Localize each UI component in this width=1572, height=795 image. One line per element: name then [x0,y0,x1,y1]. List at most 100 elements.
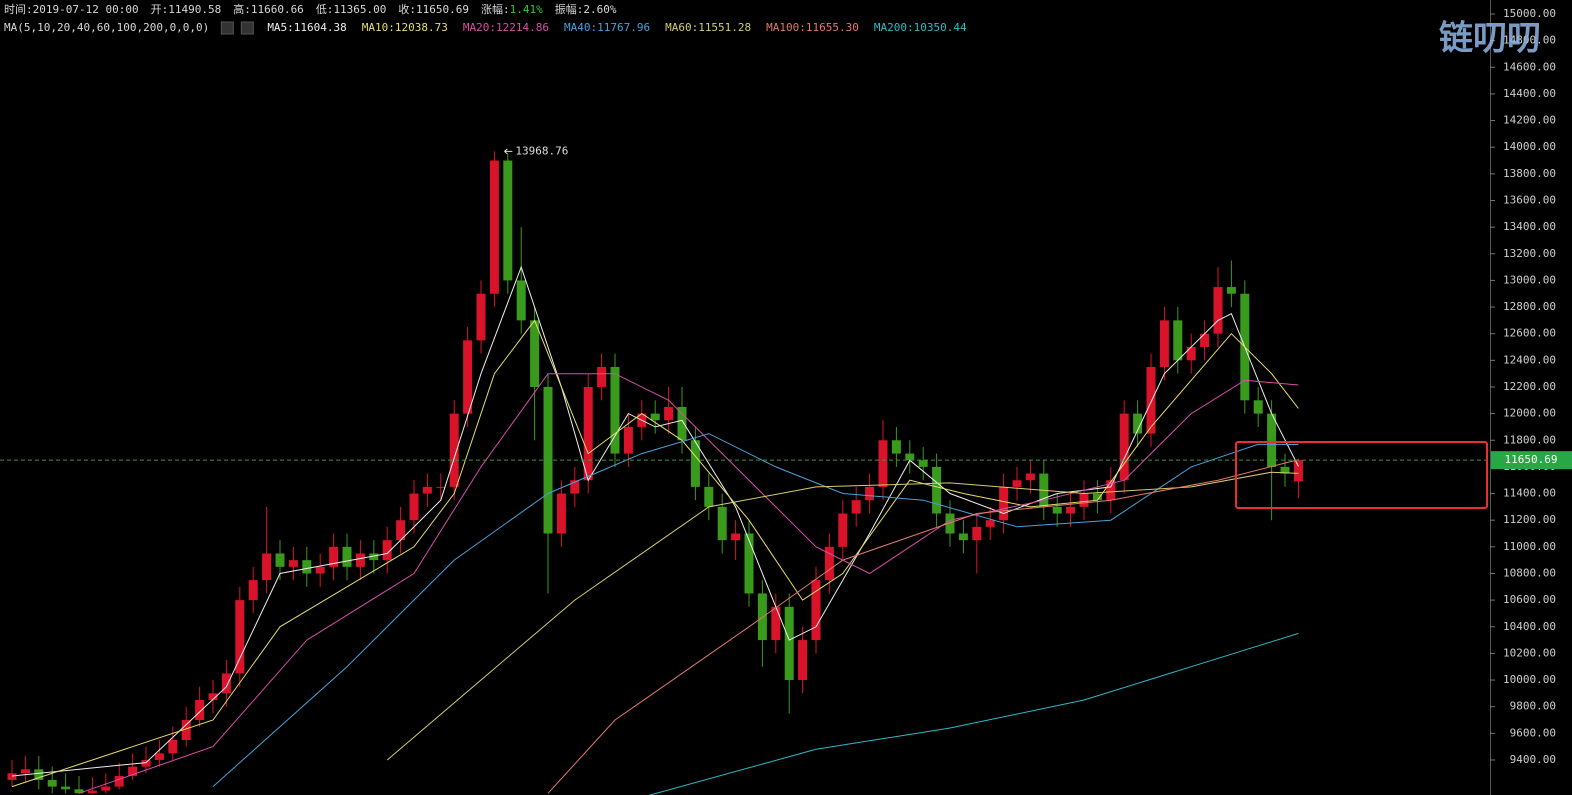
y-tick-label: 14800.00 [1503,34,1556,47]
y-tick-label: 10400.00 [1503,620,1556,633]
indicator-icon[interactable] [220,21,234,35]
candle-body [248,580,258,601]
y-tick-label: 14200.00 [1503,114,1556,127]
candle-body [181,720,191,740]
candle-body [154,753,164,760]
candle-body [221,673,231,694]
highlight-box [1235,441,1488,509]
candle-body [891,440,901,454]
info-label: 收: [398,2,416,16]
candle-body [985,520,995,527]
candle-body [1052,506,1062,514]
info-label: 时间: [4,3,33,16]
legend-entry: MA60:11551.28 [665,21,751,34]
info-value: 1.41% [510,3,543,16]
candle-body [677,406,687,441]
info-label: 高: [233,2,251,16]
candle-body [1200,333,1210,348]
peak-label: 13968.76 [515,144,568,157]
candle-body [1253,400,1263,414]
y-tick-label: 13400.00 [1503,220,1556,233]
legend-entry: MA10:12038.73 [362,21,448,34]
candle-body [610,366,620,454]
info-value: 11490.58 [168,3,221,16]
candle-body [1012,480,1022,487]
y-tick-label: 12800.00 [1503,300,1556,313]
candle-body [690,440,700,487]
y-tick-label: 10200.00 [1503,646,1556,659]
y-tick-label: 12000.00 [1503,407,1556,420]
info-label: 低: [316,3,334,16]
candle-body [208,693,218,701]
candle-body [1106,480,1116,501]
candle-body [20,769,30,774]
legend-entry: MA100:11655.30 [766,21,859,34]
candle-body [396,520,406,541]
candle-body [422,486,432,494]
candle-body [275,553,285,567]
indicator-icon[interactable] [240,21,254,35]
candle-body [47,779,57,787]
legend-entry: MA200:10350.44 [874,21,967,34]
candle-body [1133,413,1143,434]
candle-body [851,500,861,514]
y-tick-label: 11400.00 [1503,487,1556,500]
candle-body [489,160,499,294]
candle-body [141,759,151,767]
y-tick-label: 12600.00 [1503,327,1556,340]
candle-body [355,553,365,567]
candle-body [1293,460,1303,482]
candle-body [731,533,741,541]
y-tick-label: 12400.00 [1503,353,1556,366]
candle-body [878,440,888,487]
candle-body [516,280,526,321]
candle-body [1146,366,1156,434]
legend-entry: MA40:11767.96 [564,21,650,34]
candle-body [583,386,593,481]
ma-line [212,433,1299,787]
y-tick-label: 14400.00 [1503,87,1556,100]
watermark: 链叨叨 [1439,19,1541,59]
candle-body [168,739,178,754]
candle-body [1280,466,1290,474]
y-tick-label: 13800.00 [1503,167,1556,180]
legend-entry: MA20:12214.86 [463,21,549,34]
candle-body [798,640,808,681]
candle-body [329,546,339,567]
candle-body [61,786,71,790]
candle-body [114,775,124,787]
y-tick-label: 10600.00 [1503,593,1556,606]
ma-line [386,471,1299,761]
info-value: 2019-07-12 00:00 [33,3,139,16]
header: 时间: 2019-07-12 00:00 开: 11490.58 高: 11660.66 低… [4,2,967,35]
candle-body [1119,413,1129,481]
candle-body [650,413,660,421]
info-label: 开: [151,3,169,16]
candle-body [34,769,44,780]
candle-body [288,560,298,567]
info-label: 振幅: [555,2,584,16]
y-tick-label: 13200.00 [1503,247,1556,260]
candle-body [382,540,392,561]
ma-line [547,459,1299,794]
peak-arrow [504,148,513,155]
candle-body [369,553,379,561]
candle-body [865,486,875,501]
candle-body [476,293,486,341]
candle-body [570,480,580,494]
candle-body [824,546,834,581]
candle-body [664,406,674,421]
candle-body [1173,320,1183,361]
candle-body [945,513,955,534]
ma-line [11,265,1299,777]
ma-line [648,632,1299,795]
candle-body [1066,506,1076,514]
y-tick-label: 11000.00 [1503,540,1556,553]
y-tick-label: 12200.00 [1503,380,1556,393]
candle-body [704,486,714,507]
y-tick-label: 13000.00 [1503,273,1556,286]
candle-body [1159,320,1169,367]
candle-body [905,453,915,461]
y-tick-label: 11200.00 [1503,513,1556,526]
